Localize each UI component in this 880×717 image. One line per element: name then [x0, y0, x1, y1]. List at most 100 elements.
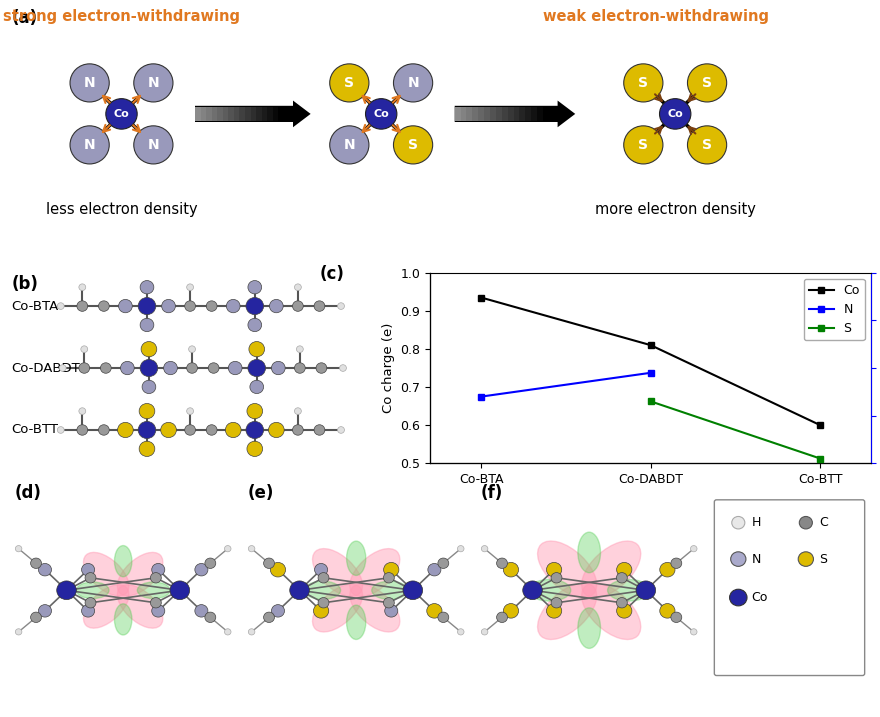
Circle shape: [140, 359, 158, 376]
FancyBboxPatch shape: [245, 108, 251, 120]
Circle shape: [248, 629, 255, 635]
Circle shape: [248, 359, 266, 376]
Circle shape: [187, 284, 194, 290]
Circle shape: [551, 597, 562, 608]
Line: Co: Co: [478, 294, 824, 429]
Circle shape: [170, 581, 189, 599]
Circle shape: [248, 318, 261, 332]
Text: more electron density: more electron density: [595, 201, 756, 217]
FancyBboxPatch shape: [525, 108, 532, 120]
Text: S: S: [408, 138, 418, 152]
Circle shape: [687, 126, 727, 164]
FancyBboxPatch shape: [212, 108, 217, 120]
Circle shape: [77, 424, 88, 435]
Circle shape: [290, 581, 310, 599]
Circle shape: [268, 422, 284, 437]
Ellipse shape: [582, 541, 641, 597]
Circle shape: [121, 361, 135, 375]
Circle shape: [224, 546, 231, 552]
Circle shape: [295, 408, 301, 414]
Circle shape: [503, 604, 518, 618]
Circle shape: [70, 126, 109, 164]
Circle shape: [330, 64, 369, 102]
Circle shape: [730, 552, 746, 566]
Circle shape: [246, 422, 264, 439]
Line: S: S: [647, 398, 824, 462]
Circle shape: [228, 361, 242, 375]
Legend: Co, N, S: Co, N, S: [803, 279, 865, 341]
Text: Co: Co: [373, 109, 389, 119]
Circle shape: [141, 341, 157, 357]
Circle shape: [187, 408, 194, 414]
S: [645, 397, 656, 406]
Ellipse shape: [578, 608, 600, 648]
Ellipse shape: [77, 582, 109, 599]
Circle shape: [496, 612, 508, 622]
Circle shape: [39, 604, 52, 617]
Circle shape: [81, 346, 88, 353]
Circle shape: [99, 424, 109, 435]
Circle shape: [314, 424, 325, 435]
Circle shape: [318, 573, 329, 583]
Text: Co-DABDT: Co-DABDT: [11, 361, 80, 374]
Text: Co: Co: [114, 109, 129, 119]
Circle shape: [616, 597, 627, 608]
Circle shape: [671, 558, 682, 569]
Ellipse shape: [84, 585, 129, 628]
Circle shape: [206, 424, 217, 435]
Text: S: S: [638, 138, 649, 152]
Circle shape: [617, 604, 632, 618]
FancyBboxPatch shape: [256, 108, 261, 120]
Circle shape: [205, 612, 216, 622]
Circle shape: [428, 564, 441, 576]
Circle shape: [246, 298, 264, 315]
Circle shape: [226, 300, 240, 313]
Circle shape: [330, 126, 369, 164]
Circle shape: [314, 564, 327, 576]
FancyBboxPatch shape: [251, 108, 256, 120]
Text: weak electron-withdrawing: weak electron-withdrawing: [543, 9, 768, 24]
Text: (d): (d): [14, 484, 41, 502]
Circle shape: [393, 126, 433, 164]
N: [476, 392, 487, 401]
Ellipse shape: [607, 579, 650, 601]
Circle shape: [264, 558, 275, 569]
Circle shape: [496, 558, 508, 569]
Circle shape: [271, 361, 285, 375]
Text: C: C: [819, 516, 828, 529]
Circle shape: [79, 284, 85, 290]
Ellipse shape: [349, 549, 400, 597]
Circle shape: [119, 300, 132, 313]
Circle shape: [264, 612, 275, 622]
FancyArrow shape: [455, 100, 576, 127]
Text: N: N: [752, 553, 760, 566]
Ellipse shape: [347, 605, 366, 640]
Text: N: N: [148, 76, 159, 90]
Circle shape: [393, 64, 433, 102]
Text: Co-BTA: Co-BTA: [11, 300, 59, 313]
Text: S: S: [819, 553, 827, 566]
Circle shape: [247, 441, 262, 457]
FancyBboxPatch shape: [455, 108, 460, 120]
Circle shape: [616, 573, 627, 583]
Circle shape: [292, 424, 304, 435]
Circle shape: [730, 589, 747, 606]
Ellipse shape: [538, 583, 597, 640]
Text: S: S: [344, 76, 355, 90]
Ellipse shape: [538, 541, 597, 597]
Circle shape: [250, 380, 264, 394]
Circle shape: [385, 604, 398, 617]
FancyBboxPatch shape: [239, 108, 245, 120]
Circle shape: [134, 64, 173, 102]
FancyBboxPatch shape: [519, 108, 525, 120]
FancyBboxPatch shape: [217, 108, 223, 120]
Circle shape: [57, 303, 64, 310]
Circle shape: [161, 422, 176, 437]
Circle shape: [458, 629, 464, 635]
Text: N: N: [84, 76, 95, 90]
Circle shape: [39, 564, 52, 576]
Circle shape: [271, 604, 284, 617]
Circle shape: [82, 604, 95, 617]
Circle shape: [162, 300, 175, 313]
Circle shape: [206, 301, 217, 311]
